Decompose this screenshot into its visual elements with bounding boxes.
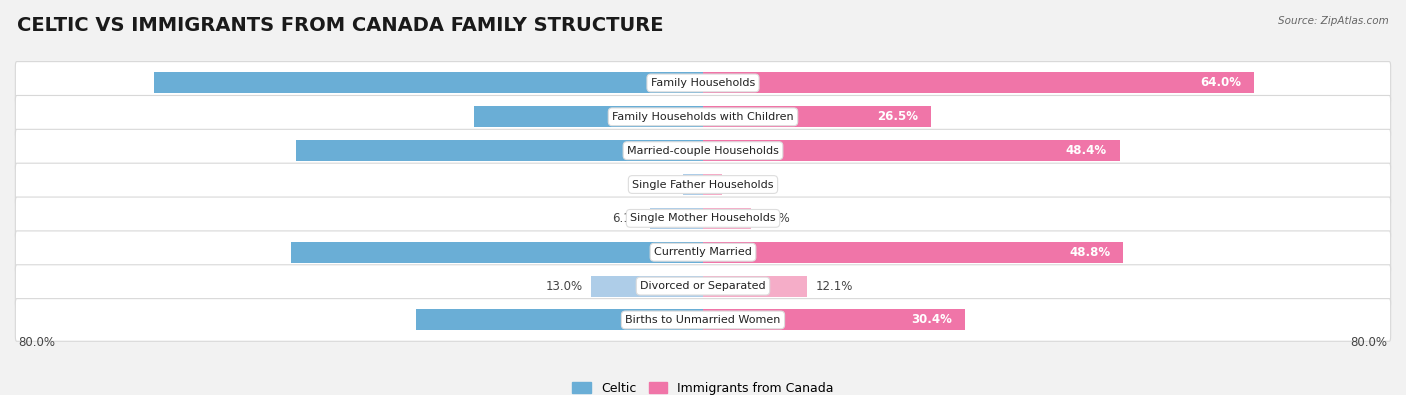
FancyBboxPatch shape <box>15 197 1391 240</box>
FancyBboxPatch shape <box>15 62 1391 104</box>
Text: 26.6%: 26.6% <box>690 110 731 123</box>
Text: Family Households with Children: Family Households with Children <box>612 112 794 122</box>
Bar <box>683 174 703 195</box>
Text: Single Father Households: Single Father Households <box>633 179 773 190</box>
Text: Source: ZipAtlas.com: Source: ZipAtlas.com <box>1278 16 1389 26</box>
Bar <box>703 72 1254 94</box>
Bar <box>703 276 807 297</box>
Bar <box>153 72 703 94</box>
Text: Single Mother Households: Single Mother Households <box>630 213 776 224</box>
Bar <box>651 208 703 229</box>
Text: Currently Married: Currently Married <box>654 247 752 257</box>
FancyBboxPatch shape <box>15 299 1391 341</box>
FancyBboxPatch shape <box>15 96 1391 138</box>
FancyBboxPatch shape <box>15 129 1391 172</box>
Bar <box>474 106 703 127</box>
Text: 26.5%: 26.5% <box>877 110 918 123</box>
Bar <box>591 276 703 297</box>
Text: 47.3%: 47.3% <box>690 144 731 157</box>
Bar <box>703 208 751 229</box>
Text: Family Households: Family Households <box>651 78 755 88</box>
Bar <box>291 242 703 263</box>
Text: CELTIC VS IMMIGRANTS FROM CANADA FAMILY STRUCTURE: CELTIC VS IMMIGRANTS FROM CANADA FAMILY … <box>17 16 664 35</box>
Text: 5.6%: 5.6% <box>759 212 790 225</box>
Bar <box>416 309 703 331</box>
FancyBboxPatch shape <box>15 231 1391 274</box>
Bar <box>703 106 931 127</box>
Text: 2.2%: 2.2% <box>731 178 761 191</box>
Text: 80.0%: 80.0% <box>18 337 55 350</box>
Text: 47.8%: 47.8% <box>690 246 731 259</box>
Text: 80.0%: 80.0% <box>1351 337 1388 350</box>
Text: 64.0%: 64.0% <box>1201 77 1241 89</box>
Text: 48.8%: 48.8% <box>1069 246 1111 259</box>
Text: 33.3%: 33.3% <box>690 314 731 326</box>
Text: 63.8%: 63.8% <box>690 77 731 89</box>
Text: 2.3%: 2.3% <box>645 178 675 191</box>
Text: Births to Unmarried Women: Births to Unmarried Women <box>626 315 780 325</box>
Text: Married-couple Households: Married-couple Households <box>627 146 779 156</box>
Text: Divorced or Separated: Divorced or Separated <box>640 281 766 291</box>
FancyBboxPatch shape <box>15 163 1391 206</box>
Text: 6.1%: 6.1% <box>612 212 643 225</box>
Text: 30.4%: 30.4% <box>911 314 952 326</box>
Bar <box>703 309 965 331</box>
Text: 48.4%: 48.4% <box>1066 144 1107 157</box>
Bar <box>295 140 703 161</box>
Text: 12.1%: 12.1% <box>815 280 853 293</box>
Bar <box>703 174 721 195</box>
Legend: Celtic, Immigrants from Canada: Celtic, Immigrants from Canada <box>567 377 839 395</box>
FancyBboxPatch shape <box>15 265 1391 307</box>
Text: 13.0%: 13.0% <box>546 280 582 293</box>
Bar <box>703 140 1119 161</box>
Bar <box>703 242 1123 263</box>
